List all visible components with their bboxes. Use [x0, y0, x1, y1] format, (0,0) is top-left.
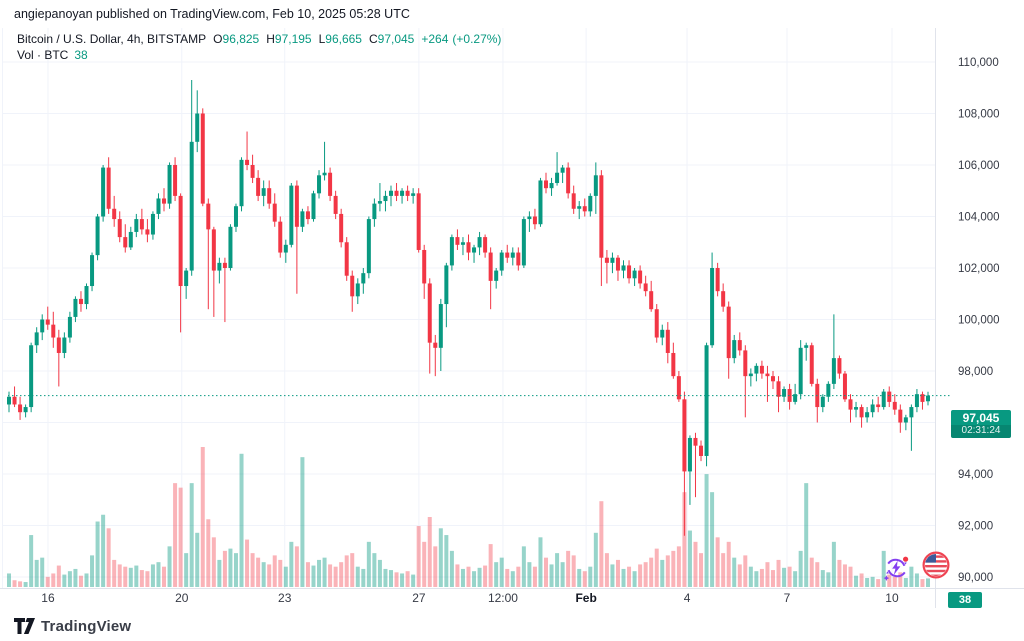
ohlc-open-label: O: [213, 32, 223, 46]
axes[interactable]: 110,000 108,000 106,000 104,000 102,000 100,0…: [41, 57, 999, 605]
us-flag-icon[interactable]: [922, 551, 950, 579]
volume-axis-badge: 38: [948, 592, 982, 608]
change-value: +264: [421, 32, 449, 46]
symbol-title[interactable]: Bitcoin / U.S. Dollar, 4h, BITSTAMP: [17, 32, 207, 46]
bar-close-countdown: 02:31:24: [951, 424, 1011, 438]
ohlc-low-label: L: [318, 32, 326, 46]
volume-value: 38: [74, 48, 88, 62]
ohlc-open-value: 96,825: [222, 32, 260, 46]
time-axis-label[interactable]: 20: [175, 591, 189, 605]
price-axis-label[interactable]: 92,000: [958, 521, 993, 533]
change-percent: (+0.27%): [452, 32, 502, 46]
gridlines: [0, 28, 1024, 608]
legend-volume-line: Vol · BTC 38: [17, 47, 501, 63]
price-axis-label[interactable]: 94,000: [958, 469, 993, 481]
chart-legend: Bitcoin / U.S. Dollar, 4h, BITSTAMP O96,8…: [17, 31, 501, 63]
time-axis-label[interactable]: 7: [784, 591, 791, 605]
tradingview-wordmark: TradingView: [41, 617, 132, 635]
tradingview-glyph-icon: [14, 618, 35, 634]
volume-bars: [7, 447, 930, 587]
time-axis-label[interactable]: 16: [41, 591, 55, 605]
time-axis-label[interactable]: Feb: [575, 591, 596, 605]
price-axis-label[interactable]: 104,000: [958, 212, 1000, 224]
time-axis-label[interactable]: 4: [684, 591, 691, 605]
price-axis-label[interactable]: 100,000: [958, 315, 1000, 327]
time-axis-label[interactable]: 10: [885, 591, 899, 605]
last-price-label: 97,045 02:31:24: [951, 409, 1011, 438]
ohlc-close-value: 97,045: [377, 32, 415, 46]
price-axis-label[interactable]: 102,000: [958, 263, 1000, 275]
ohlc-high-label: H: [266, 32, 275, 46]
price-axis-label[interactable]: 98,000: [958, 366, 993, 378]
published-bar: angiepanoyan published on TradingView.co…: [14, 7, 410, 21]
candles: [7, 80, 930, 536]
time-axis-label[interactable]: 12:00: [488, 591, 518, 605]
tradingview-logo[interactable]: TradingView: [14, 615, 131, 637]
ohlc-low-value: 96,665: [325, 32, 362, 46]
time-axis-label[interactable]: 27: [412, 591, 426, 605]
crypto-refresh-lightning-icon[interactable]: [883, 555, 909, 582]
last-price-value: 97,045: [962, 410, 1000, 425]
ohlc-close-label: C: [368, 32, 378, 46]
price-axis-label[interactable]: 106,000: [958, 160, 1000, 172]
notification-dot-icon: [903, 556, 909, 562]
price-axis-label[interactable]: 108,000: [958, 109, 1000, 121]
time-axis-label[interactable]: 23: [278, 591, 292, 605]
volume-label: Vol · BTC: [17, 48, 69, 62]
ohlc-high-value: 97,195: [274, 32, 312, 46]
price-axis-label[interactable]: 110,000: [958, 57, 999, 69]
legend-symbol-line[interactable]: Bitcoin / U.S. Dollar, 4h, BITSTAMP O96,8…: [17, 31, 501, 47]
price-axis-label[interactable]: 90,000: [958, 572, 993, 584]
chart-area[interactable]: 110,000 108,000 106,000 104,000 102,000 100,0…: [0, 28, 1024, 608]
price-chart-canvas[interactable]: 110,000 108,000 106,000 104,000 102,000 100,0…: [0, 28, 1024, 641]
